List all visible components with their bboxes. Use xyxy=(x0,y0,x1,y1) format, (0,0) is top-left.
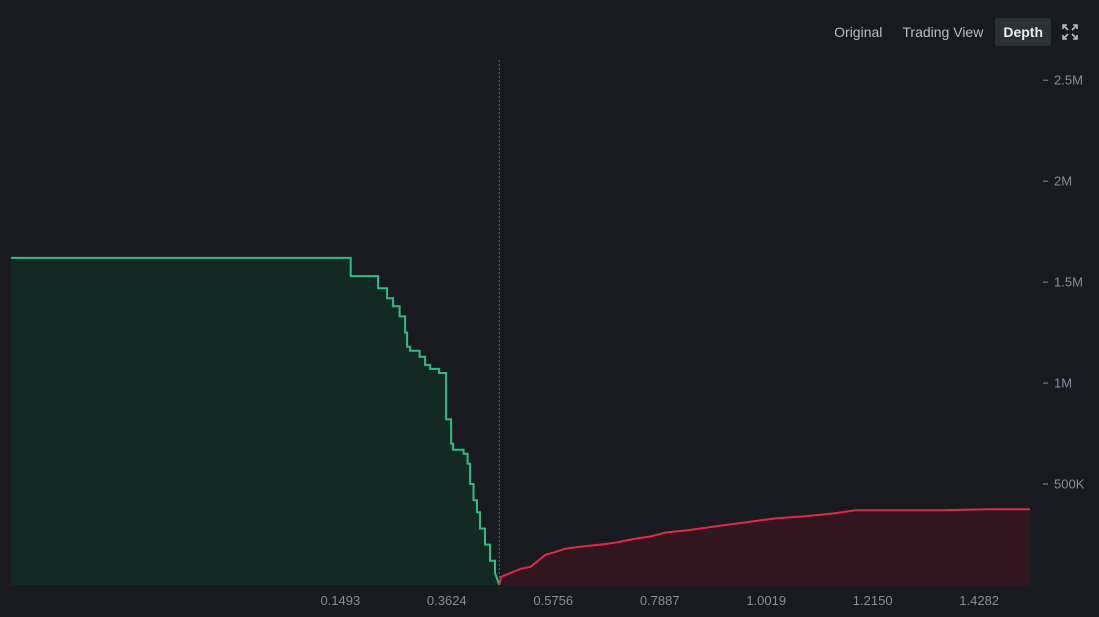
x-tick-label: 0.7887 xyxy=(640,593,680,608)
bid-depth-line xyxy=(11,256,501,586)
x-tick-label: 1.4282 xyxy=(959,593,999,608)
y-tick-label: 2.5M xyxy=(1054,73,1083,88)
y-tick-label: 1M xyxy=(1054,376,1072,391)
ask-depth-line xyxy=(498,508,1030,586)
y-tick-label: 500K xyxy=(1054,477,1085,492)
bid-depth-area xyxy=(11,257,500,585)
x-tick-label: 0.3624 xyxy=(427,593,467,608)
ask-depth-area xyxy=(499,509,1030,585)
x-tick-label: 0.5756 xyxy=(533,593,573,608)
x-tick-label: 0.1493 xyxy=(320,593,360,608)
original-view-button[interactable]: Original xyxy=(834,24,883,40)
x-tick-label: 1.2150 xyxy=(853,593,893,608)
y-tick-label: 1.5M xyxy=(1054,275,1083,290)
y-tick-label: 2M xyxy=(1054,174,1072,189)
tradingview-button[interactable]: Trading View xyxy=(902,24,984,40)
chart-view-toolbar: Original Trading View Depth xyxy=(826,18,1085,46)
expand-icon[interactable] xyxy=(1055,18,1085,46)
x-tick-label: 1.0019 xyxy=(746,593,786,608)
depth-view-button[interactable]: Depth xyxy=(995,18,1051,46)
